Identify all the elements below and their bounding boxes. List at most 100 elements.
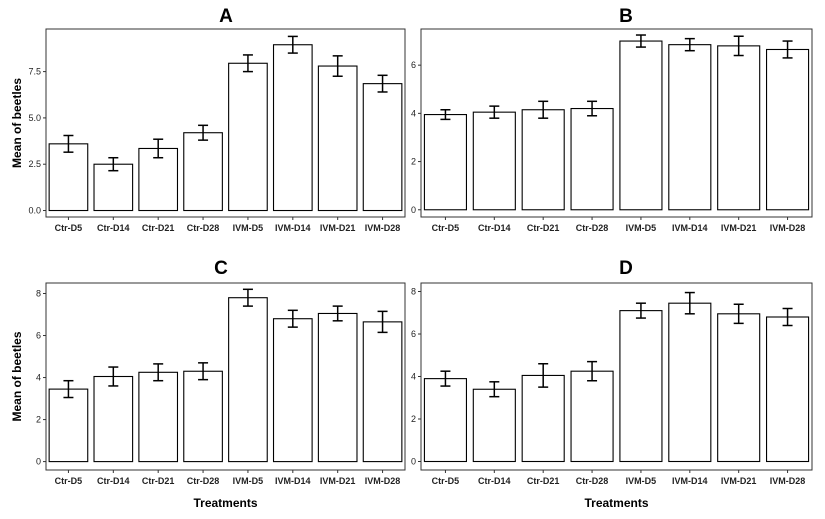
error-bar xyxy=(377,310,388,334)
x-axis-title: Treatments xyxy=(193,496,257,510)
x-tick-label: IVM-D28 xyxy=(365,476,401,486)
bar xyxy=(362,83,403,212)
y-tick-label: 5.0 xyxy=(28,113,41,123)
y-tick-label: 6 xyxy=(411,60,416,70)
panel-title: C xyxy=(214,258,228,279)
x-tick-label: IVM-D5 xyxy=(233,223,264,233)
x-tick-label: IVM-D14 xyxy=(275,223,311,233)
error-bar xyxy=(332,305,343,322)
bar xyxy=(228,62,268,212)
error-bar xyxy=(242,54,253,73)
bar xyxy=(138,371,179,463)
y-tick-label: 8 xyxy=(411,287,416,297)
x-tick-label: Ctr-D21 xyxy=(142,223,175,233)
y-tick-label: 2 xyxy=(411,414,416,424)
x-tick-label: IVM-D28 xyxy=(770,223,806,233)
y-tick-label: 2 xyxy=(36,415,41,425)
x-tick-label: IVM-D21 xyxy=(721,476,757,486)
error-bar xyxy=(108,156,119,172)
x-tick-label: IVM-D28 xyxy=(770,476,806,486)
x-tick-label: IVM-D21 xyxy=(320,223,356,233)
x-tick-label: Ctr-D5 xyxy=(55,223,83,233)
y-tick-label: 4 xyxy=(411,108,416,118)
x-tick-label: IVM-D5 xyxy=(626,223,657,233)
error-bar xyxy=(153,363,164,382)
x-tick-label: IVM-D14 xyxy=(275,476,311,486)
x-tick-label: IVM-D21 xyxy=(320,476,356,486)
bar xyxy=(717,45,761,211)
error-bar xyxy=(332,55,343,77)
error-bar xyxy=(198,362,209,381)
bar xyxy=(765,48,810,211)
y-tick-label: 7.5 xyxy=(28,67,41,77)
error-bar xyxy=(287,35,298,54)
error-bar xyxy=(538,100,549,119)
error-bar xyxy=(538,363,549,388)
plot-frame xyxy=(420,28,813,218)
error-bar xyxy=(440,370,451,387)
x-tick-label: Ctr-D5 xyxy=(55,476,83,486)
bar xyxy=(472,388,516,463)
error-bar xyxy=(587,100,598,117)
error-bar xyxy=(782,40,793,59)
bar xyxy=(765,316,810,463)
x-tick-label: Ctr-D21 xyxy=(527,223,560,233)
x-tick-label: Ctr-D21 xyxy=(527,476,560,486)
error-bar xyxy=(684,37,695,52)
x-tick-label: Ctr-D14 xyxy=(478,476,511,486)
bar xyxy=(183,370,223,463)
y-axis-title: Mean of beetles xyxy=(10,78,24,168)
bar xyxy=(668,44,712,211)
error-bar xyxy=(377,74,388,93)
bar xyxy=(183,132,223,212)
y-tick-label: 2 xyxy=(411,157,416,167)
y-tick-label: 0 xyxy=(36,457,41,467)
bar xyxy=(717,313,761,463)
plot-frame xyxy=(45,28,406,218)
y-tick-label: 4 xyxy=(411,372,416,382)
bar xyxy=(570,370,614,463)
x-tick-label: IVM-D14 xyxy=(672,476,708,486)
bar xyxy=(521,374,565,463)
panel-c: C 0 2 4 6 8 Ctr-D5 Ctr-D14 Ctr-D21 Ctr-D28 IVM-D5 I… xyxy=(10,258,406,510)
bar xyxy=(619,310,663,463)
error-bar xyxy=(782,307,793,327)
y-tick-label: 8 xyxy=(36,289,41,299)
error-bar xyxy=(287,309,298,328)
x-tick-label: IVM-D28 xyxy=(365,223,401,233)
x-tick-label: IVM-D5 xyxy=(626,476,657,486)
bar xyxy=(48,388,89,463)
x-tick-label: Ctr-D21 xyxy=(142,476,175,486)
bar xyxy=(619,40,663,211)
x-tick-label: Ctr-D28 xyxy=(576,223,609,233)
error-bar xyxy=(242,288,253,307)
y-axis-title: Mean of beetles xyxy=(10,331,24,421)
x-tick-label: Ctr-D5 xyxy=(432,476,460,486)
x-tick-label: Ctr-D14 xyxy=(97,223,130,233)
error-bar xyxy=(489,381,500,398)
bar xyxy=(48,143,89,212)
bar xyxy=(668,302,712,463)
bar xyxy=(317,65,358,212)
x-tick-label: Ctr-D14 xyxy=(97,476,130,486)
panel-title: A xyxy=(219,6,233,27)
bar xyxy=(93,163,134,212)
bar xyxy=(472,111,516,211)
error-bar xyxy=(587,360,598,382)
error-bar xyxy=(108,366,119,387)
y-tick-label: 6 xyxy=(36,331,41,341)
bar xyxy=(362,321,403,463)
y-tick-label: 6 xyxy=(411,329,416,339)
y-tick-label: 4 xyxy=(36,373,41,383)
bar xyxy=(423,114,468,211)
error-bar xyxy=(635,34,646,48)
panel-d: D 0 2 4 6 8 Ctr-D5 Ctr-D14 Ctr-D21 Ctr-D28 IVM-D5 I… xyxy=(411,258,813,510)
error-bar xyxy=(635,302,646,319)
x-tick-label: Ctr-D28 xyxy=(187,223,220,233)
bar xyxy=(570,107,614,211)
x-axis-title: Treatments xyxy=(584,496,648,510)
y-tick-label: 2.5 xyxy=(28,159,41,169)
error-bar xyxy=(489,105,500,119)
error-bar xyxy=(733,303,744,325)
error-bar xyxy=(63,134,74,153)
